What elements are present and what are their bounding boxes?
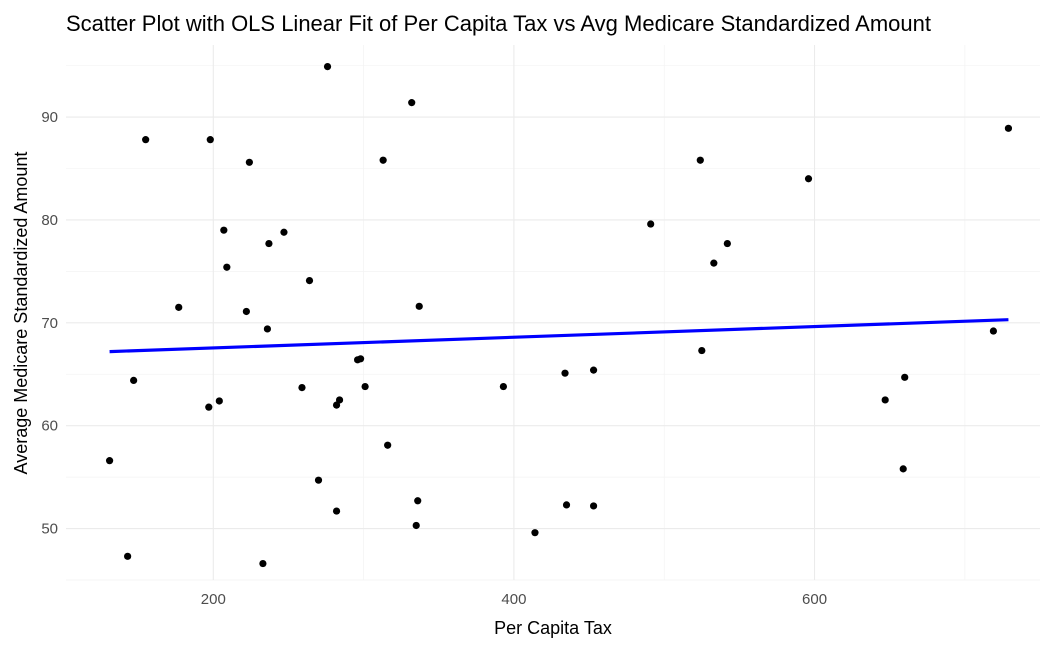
data-point (561, 369, 569, 377)
y-axis-ticks: 50 60 70 80 90 (41, 109, 58, 538)
data-point (379, 156, 387, 164)
data-point (298, 384, 306, 392)
data-point (259, 559, 267, 568)
data-point (130, 376, 138, 385)
data-point (901, 373, 909, 381)
y-tick-label: 60 (41, 418, 58, 435)
data-point (531, 529, 539, 537)
data-point (357, 355, 365, 363)
data-point (723, 239, 731, 248)
data-point (881, 396, 889, 404)
y-tick-label: 50 (41, 521, 58, 538)
data-point (220, 226, 228, 234)
y-tick-label: 80 (41, 212, 58, 229)
data-point (245, 158, 253, 166)
data-point (280, 228, 288, 236)
data-point (332, 507, 341, 515)
data-point (589, 502, 598, 510)
y-tick-label: 70 (41, 315, 58, 332)
data-point (215, 397, 223, 405)
x-tick-label: 200 (201, 591, 226, 608)
y-tick-label: 90 (41, 109, 58, 126)
data-point (408, 99, 416, 107)
x-axis-ticks: 200 400 600 (201, 591, 827, 608)
data-point (384, 441, 392, 449)
ols-fit-line (109, 318, 1009, 354)
data-point (361, 382, 369, 391)
data-point (412, 521, 420, 530)
data-point (265, 239, 273, 248)
data-point (589, 366, 598, 374)
data-point (205, 403, 213, 411)
data-point (415, 302, 423, 310)
data-point (223, 263, 231, 271)
x-tick-label: 600 (802, 591, 827, 608)
x-axis-label: Per Capita Tax (494, 618, 612, 638)
data-point (804, 175, 813, 183)
data-point (323, 63, 332, 71)
data-point (175, 303, 183, 311)
data-point (105, 457, 114, 465)
data-point (899, 465, 907, 473)
data-point (124, 552, 132, 560)
data-point (647, 220, 655, 228)
data-point (314, 476, 323, 484)
chart-title: Scatter Plot with OLS Linear Fit of Per … (66, 11, 931, 36)
data-point (562, 501, 571, 509)
data-point (499, 382, 507, 391)
data-point (305, 277, 314, 285)
data-point (698, 346, 706, 355)
y-axis-label: Average Medicare Standardized Amount (11, 152, 31, 475)
data-point (335, 396, 344, 404)
ols-fit (109, 318, 1009, 354)
data-point (989, 327, 998, 335)
data-point (242, 307, 250, 316)
data-point (142, 136, 150, 144)
data-point (710, 259, 718, 267)
data-point (206, 136, 214, 144)
grid (66, 45, 1040, 581)
data-point (696, 156, 704, 164)
data-point (414, 497, 422, 505)
data-point (1004, 124, 1013, 132)
data-points (105, 63, 1013, 568)
data-point (263, 325, 272, 333)
x-tick-label: 400 (501, 591, 526, 608)
